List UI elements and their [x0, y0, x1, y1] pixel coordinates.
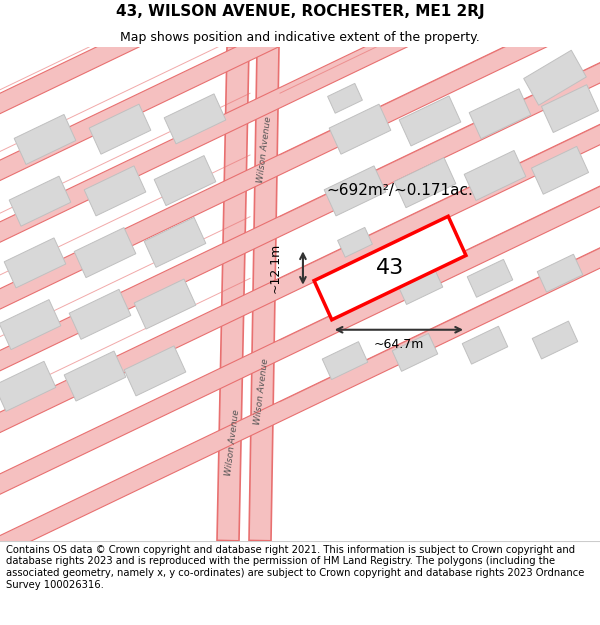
Text: Map shows position and indicative extent of the property.: Map shows position and indicative extent…	[120, 31, 480, 44]
Polygon shape	[69, 289, 131, 339]
Polygon shape	[399, 96, 461, 146]
Polygon shape	[154, 156, 216, 206]
Text: 43, WILSON AVENUE, ROCHESTER, ME1 2RJ: 43, WILSON AVENUE, ROCHESTER, ME1 2RJ	[116, 4, 484, 19]
Text: ~64.7m: ~64.7m	[374, 338, 424, 351]
Polygon shape	[324, 166, 386, 216]
Polygon shape	[467, 259, 513, 298]
Polygon shape	[14, 114, 76, 164]
Polygon shape	[532, 146, 589, 194]
Polygon shape	[0, 361, 56, 411]
Polygon shape	[0, 0, 600, 208]
Polygon shape	[328, 83, 362, 113]
Polygon shape	[322, 342, 368, 379]
Polygon shape	[89, 104, 151, 154]
Text: Contains OS data © Crown copyright and database right 2021. This information is : Contains OS data © Crown copyright and d…	[6, 545, 584, 589]
Polygon shape	[532, 321, 578, 359]
Text: Wilson Avenue: Wilson Avenue	[224, 409, 242, 477]
Text: ~692m²/~0.171ac.: ~692m²/~0.171ac.	[326, 183, 473, 198]
Polygon shape	[462, 326, 508, 364]
Polygon shape	[84, 166, 146, 216]
Text: ~12.1m: ~12.1m	[268, 243, 281, 293]
Polygon shape	[134, 279, 196, 329]
Polygon shape	[9, 176, 71, 226]
Polygon shape	[338, 228, 373, 258]
Polygon shape	[464, 151, 526, 201]
Polygon shape	[0, 0, 600, 403]
Polygon shape	[0, 242, 600, 625]
Text: 43: 43	[376, 258, 404, 278]
Polygon shape	[397, 267, 443, 304]
Polygon shape	[0, 0, 600, 274]
Polygon shape	[164, 94, 226, 144]
Polygon shape	[524, 50, 586, 105]
Polygon shape	[327, 275, 373, 312]
Polygon shape	[329, 104, 391, 154]
Polygon shape	[541, 84, 599, 132]
Polygon shape	[64, 351, 126, 401]
Polygon shape	[537, 254, 583, 292]
Polygon shape	[124, 346, 186, 396]
Polygon shape	[217, 47, 249, 541]
Polygon shape	[0, 0, 600, 336]
Polygon shape	[0, 57, 600, 465]
Polygon shape	[392, 333, 438, 371]
Polygon shape	[314, 216, 466, 320]
Polygon shape	[249, 47, 279, 541]
Polygon shape	[4, 238, 66, 288]
Polygon shape	[0, 181, 600, 588]
Text: Wilson Avenue: Wilson Avenue	[253, 357, 271, 425]
Polygon shape	[0, 299, 61, 349]
Polygon shape	[144, 217, 206, 268]
Polygon shape	[469, 89, 531, 139]
Polygon shape	[74, 228, 136, 278]
Text: Wilson Avenue: Wilson Avenue	[256, 116, 274, 183]
Polygon shape	[394, 158, 456, 208]
Polygon shape	[0, 119, 600, 527]
